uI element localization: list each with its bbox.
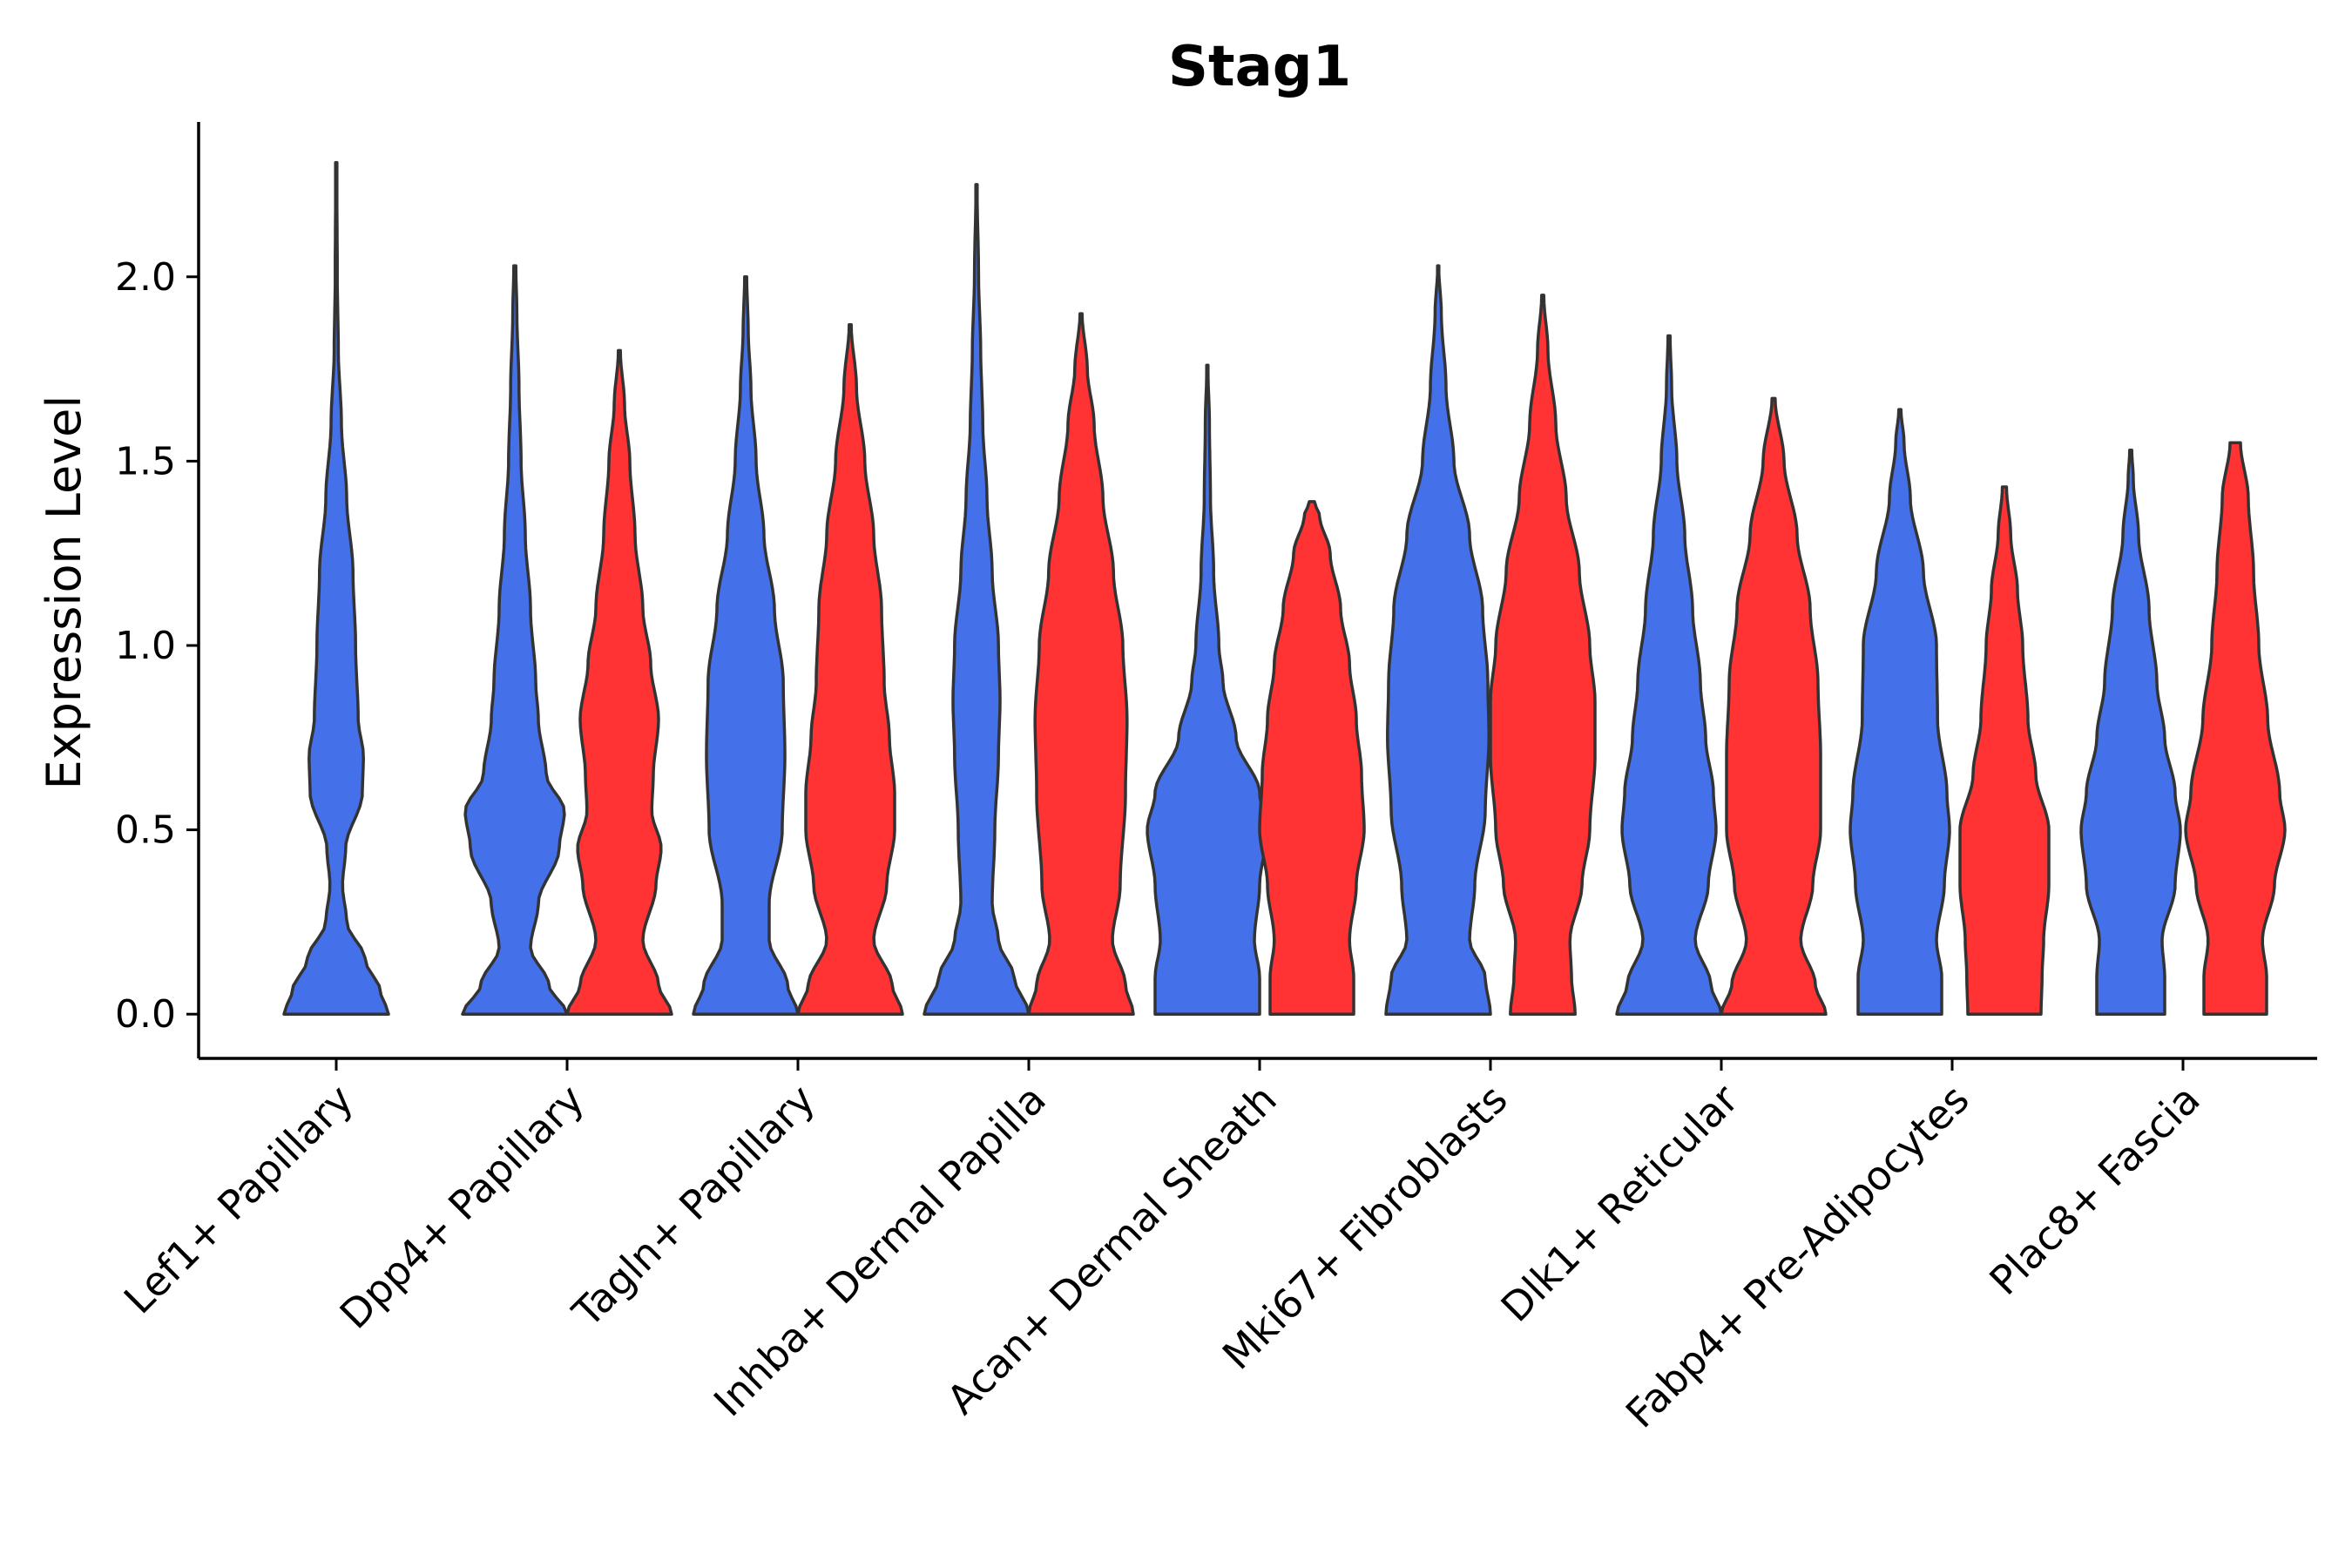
y-tick-label: 1.5 <box>115 439 176 483</box>
violin-group1 <box>282 160 390 1016</box>
x-tick-label: Plac8+ Fascia <box>1980 1076 2208 1304</box>
violin-group <box>282 160 2287 1016</box>
x-tick-label: Tagln+ Papillary <box>563 1076 824 1337</box>
y-axis-label: Expression Level <box>37 395 91 790</box>
x-tick-label: Dlk1+ Reticular <box>1492 1076 1747 1331</box>
violin-group1 <box>1848 408 1951 1016</box>
y-tick-label: 1.0 <box>115 624 176 668</box>
x-tick-label: Dpp4+ Papillary <box>331 1076 593 1338</box>
x-tick-label: Lef1+ Papillary <box>115 1076 362 1323</box>
violin-group1 <box>1615 334 1723 1016</box>
violin-group2 <box>1027 312 1135 1016</box>
violin-group2 <box>796 323 904 1016</box>
violin-group2 <box>2184 441 2287 1016</box>
y-axis: 0.0 0.5 1.0 1.5 2.0 <box>115 122 200 1058</box>
violin-group2 <box>1720 396 1828 1016</box>
violin-group1 <box>461 264 569 1016</box>
violin-group2 <box>1958 485 2051 1016</box>
y-tick-label: 0.5 <box>115 808 176 853</box>
violin-group1 <box>923 183 1031 1016</box>
violin-group2 <box>1258 500 1366 1016</box>
violin-group1 <box>1384 264 1492 1016</box>
y-tick-label: 0.0 <box>115 992 176 1037</box>
violin-group1 <box>692 275 800 1016</box>
violin-group2 <box>565 348 673 1016</box>
violin-group2 <box>1489 294 1597 1016</box>
chart-title: Stag1 <box>1168 35 1351 99</box>
violin-group1 <box>2079 448 2182 1016</box>
y-tick-label: 2.0 <box>115 255 176 300</box>
violin-group1 <box>1146 363 1269 1016</box>
